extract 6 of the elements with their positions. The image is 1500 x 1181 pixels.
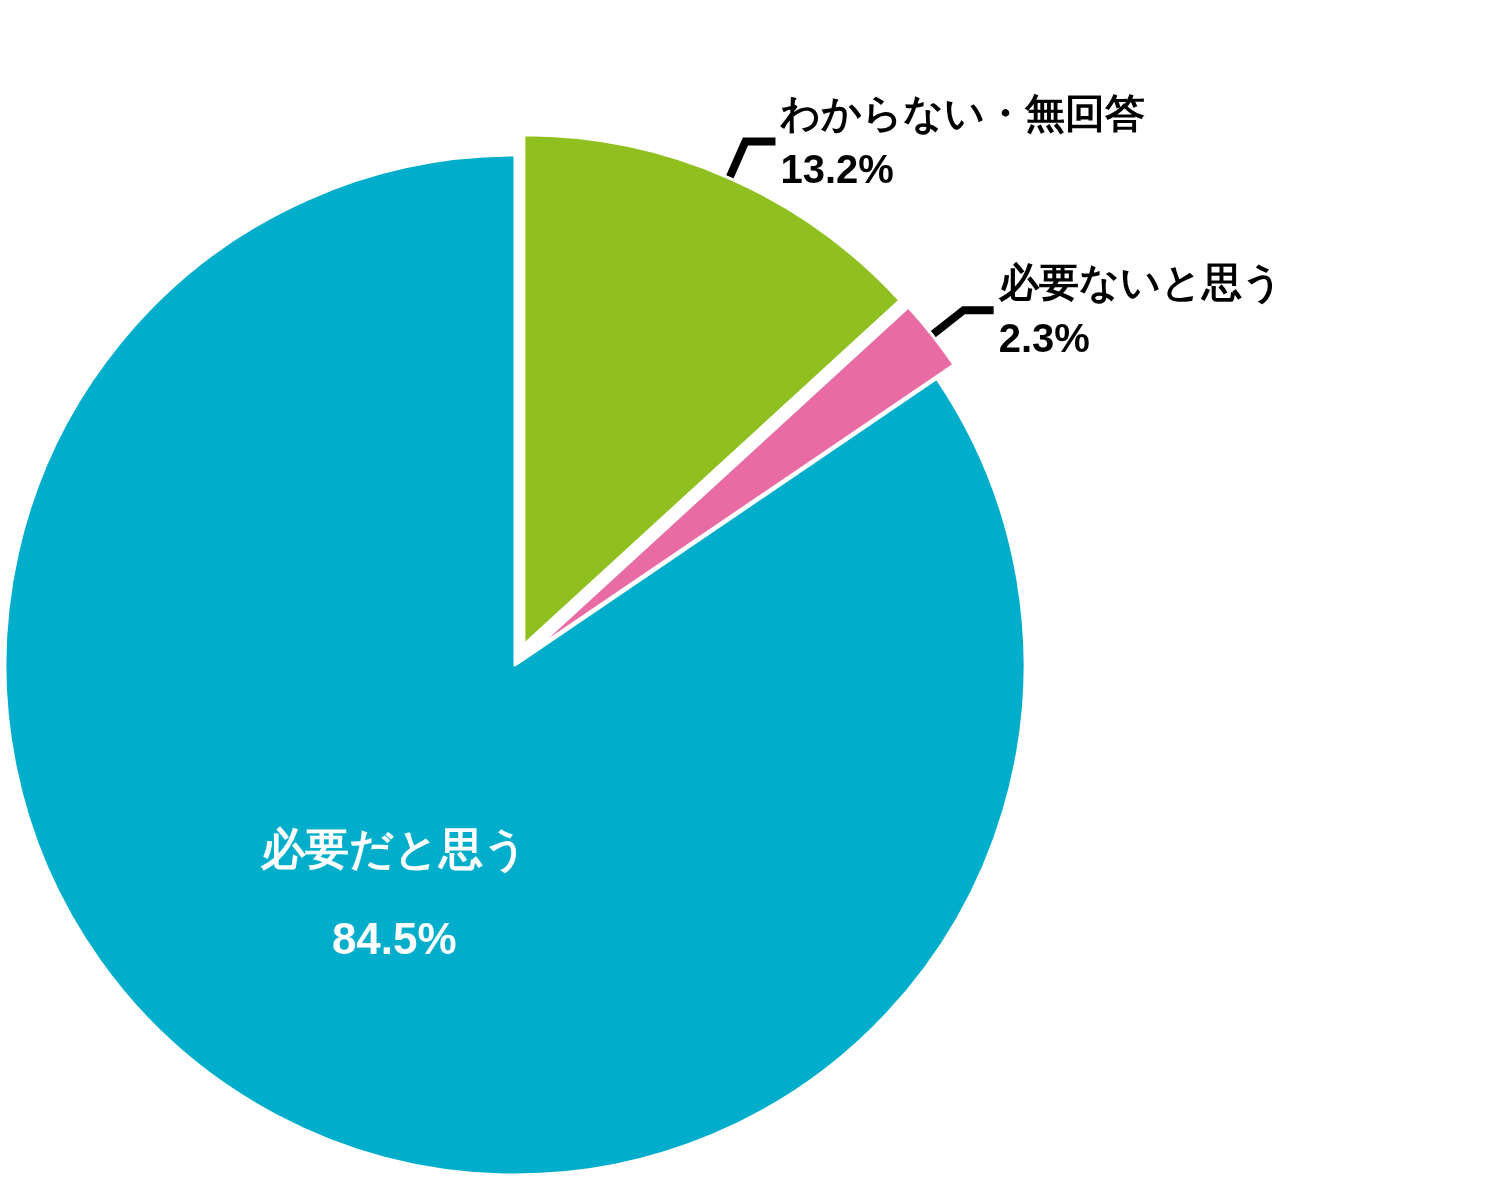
slice-label: わからない・無回答 — [780, 91, 1146, 136]
data-label: 84.5% — [331, 913, 457, 963]
slice-label: 必要だと思う — [259, 823, 528, 874]
data-label: 13.2% — [780, 147, 894, 192]
data-label: 2.3% — [998, 316, 1090, 361]
slice-label: 必要ないと思う — [997, 260, 1283, 306]
